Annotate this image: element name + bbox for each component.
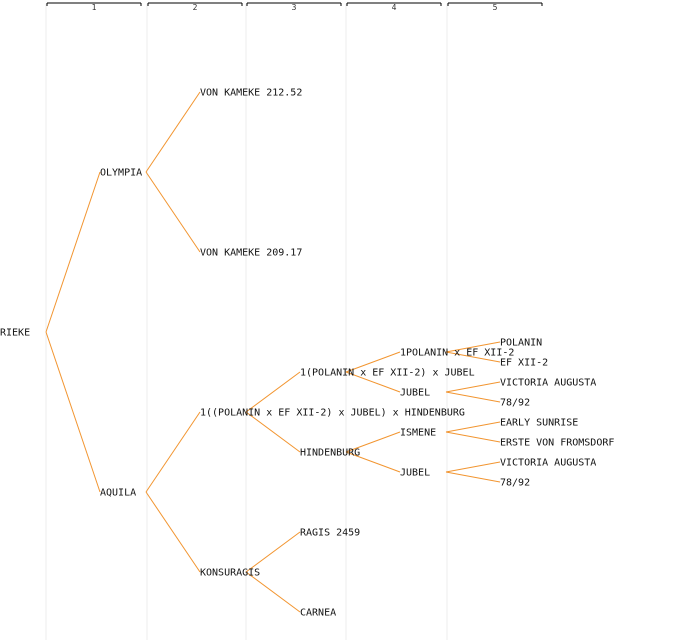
pedigree-edges (45, 91, 501, 613)
node-78-92-1: 78/92 (500, 398, 530, 409)
node-polanin-cross-ef: 1POLANIN x EF XII-2 (400, 348, 514, 359)
edge-polanin-cross-hindenburg-to-hindenburg (245, 411, 301, 453)
edge-polanin-cross-jubel-to-jubel-1 (345, 371, 401, 393)
node-aquila: AQUILA (100, 488, 136, 499)
edge-polanin-cross-jubel-to-polanin-cross-ef (345, 351, 401, 373)
node-konsuragis: KONSURAGIS (200, 568, 260, 579)
edge-konsuragis-to-carnea (245, 571, 301, 613)
node-victoria-augusta-1: VICTORIA AUGUSTA (500, 378, 596, 389)
node-ef-xii-2: EF XII-2 (500, 358, 548, 369)
edge-ismene-to-erste-von-fromsdorf (445, 431, 501, 443)
edge-rieke-to-aquila (45, 331, 101, 493)
edge-hindenburg-to-ismene (345, 431, 401, 453)
generation-number: 2 (193, 3, 198, 12)
edge-aquila-to-konsuragis (145, 491, 201, 573)
node-victoria-augusta-2: VICTORIA AUGUSTA (500, 458, 596, 469)
edge-rieke-to-olympia (45, 171, 101, 333)
edge-jubel-1-to-78-92-1 (445, 391, 501, 403)
node-ismene: ISMENE (400, 428, 436, 439)
edge-hindenburg-to-jubel-2 (345, 451, 401, 473)
generation-number: 1 (92, 3, 97, 12)
generation-number: 5 (493, 3, 498, 12)
node-ragis-2459: RAGIS 2459 (300, 528, 360, 539)
edge-olympia-to-von-kameke-21252 (145, 91, 201, 173)
node-78-92-2: 78/92 (500, 478, 530, 489)
edge-polanin-cross-hindenburg-to-polanin-cross-jubel (245, 371, 301, 413)
node-rieke: RIEKE (0, 328, 30, 339)
edge-polanin-cross-ef-to-polanin (445, 341, 501, 353)
edge-polanin-cross-ef-to-ef-xii-2 (445, 351, 501, 363)
node-polanin-cross-jubel: 1(POLANIN x EF XII-2) x JUBEL (300, 368, 475, 379)
edge-jubel-1-to-victoria-augusta-1 (445, 381, 501, 393)
node-jubel-1: JUBEL (400, 388, 430, 399)
generation-columns: 1 2 3 4 5 (45, 2, 543, 640)
node-early-sunrise: EARLY SUNRISE (500, 418, 578, 429)
pedigree-nodes: VON KAMEKE 212.52 VON KAMEKE 209.17 OLYMPI… (0, 88, 614, 619)
generation-number: 3 (292, 3, 297, 12)
edge-konsuragis-to-ragis-2459 (245, 531, 301, 573)
node-polanin: POLANIN (500, 338, 542, 349)
node-carnea: CARNEA (300, 608, 336, 619)
node-jubel-2: JUBEL (400, 468, 430, 479)
node-olympia: OLYMPIA (100, 168, 142, 179)
node-polanin-cross-hindenburg: 1((POLANIN x EF XII-2) x JUBEL) x HINDEN… (200, 408, 465, 419)
edge-aquila-to-polanin-cross-hindenburg (145, 411, 201, 493)
edge-olympia-to-von-kameke-20917 (145, 171, 201, 253)
edge-ismene-to-early-sunrise (445, 421, 501, 433)
edge-jubel-2-to-78-92-2 (445, 471, 501, 483)
node-von-kameke-21252: VON KAMEKE 212.52 (200, 88, 302, 99)
edge-jubel-2-to-victoria-augusta-2 (445, 461, 501, 473)
node-erste-von-fromsdorf: ERSTE VON FROMSDORF (500, 438, 614, 449)
node-hindenburg: HINDENBURG (300, 448, 360, 459)
node-von-kameke-20917: VON KAMEKE 209.17 (200, 248, 302, 259)
generation-number: 4 (392, 3, 397, 12)
